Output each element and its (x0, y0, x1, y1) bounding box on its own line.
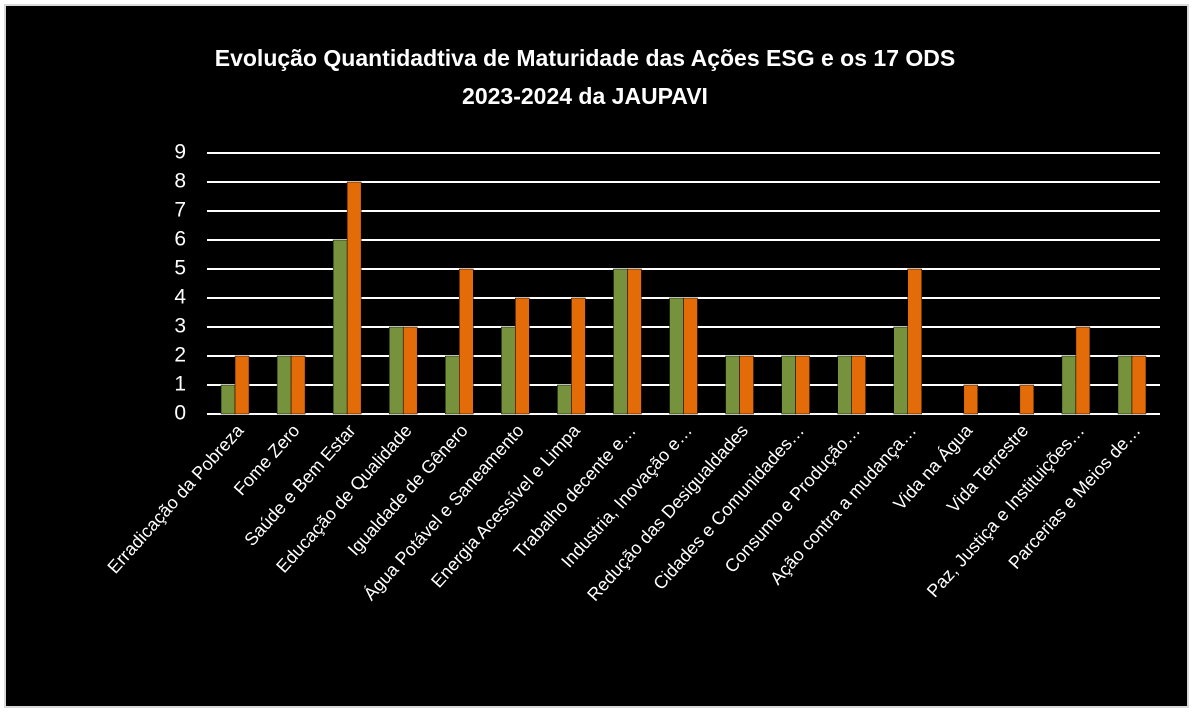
chart-title: 2023-2024 da JAUPAVI (462, 83, 708, 109)
bar (1019, 384, 1035, 415)
y-tick-label: 1 (174, 373, 186, 396)
bar (1061, 355, 1077, 415)
bar (571, 297, 586, 415)
y-tick-label: 6 (174, 228, 186, 251)
bar (234, 355, 250, 415)
bar (963, 384, 979, 415)
bar (1117, 355, 1133, 415)
bar (627, 268, 642, 415)
bar (907, 268, 922, 415)
bar (220, 384, 236, 415)
bar (795, 355, 810, 415)
y-tick-label: 0 (174, 402, 186, 425)
bar (837, 355, 852, 415)
bar (276, 355, 292, 415)
bar (557, 384, 572, 415)
y-tick-label: 9 (174, 141, 186, 164)
y-tick-label: 3 (174, 315, 186, 338)
bar (669, 297, 684, 415)
bar (683, 297, 698, 415)
y-tick-label: 8 (174, 170, 186, 193)
bar (332, 239, 348, 415)
y-tick-label: 7 (174, 199, 186, 222)
bar (515, 297, 530, 415)
bar (781, 355, 796, 415)
bar (851, 355, 866, 415)
bar (613, 268, 628, 415)
bar (725, 355, 740, 415)
bar (1075, 326, 1091, 415)
bar (290, 355, 306, 415)
bar (445, 355, 460, 415)
y-tick-label: 2 (174, 344, 186, 367)
bar (459, 268, 474, 415)
chart-title: Evolução Quantidadtiva de Maturidade das… (215, 45, 955, 71)
y-tick-label: 5 (174, 257, 186, 280)
bar (1131, 355, 1147, 415)
bar (402, 326, 418, 415)
y-tick-label: 4 (174, 286, 186, 309)
bar (346, 181, 362, 415)
bar (388, 326, 404, 415)
bar (739, 355, 754, 415)
bar (893, 326, 908, 415)
bar (501, 326, 516, 415)
